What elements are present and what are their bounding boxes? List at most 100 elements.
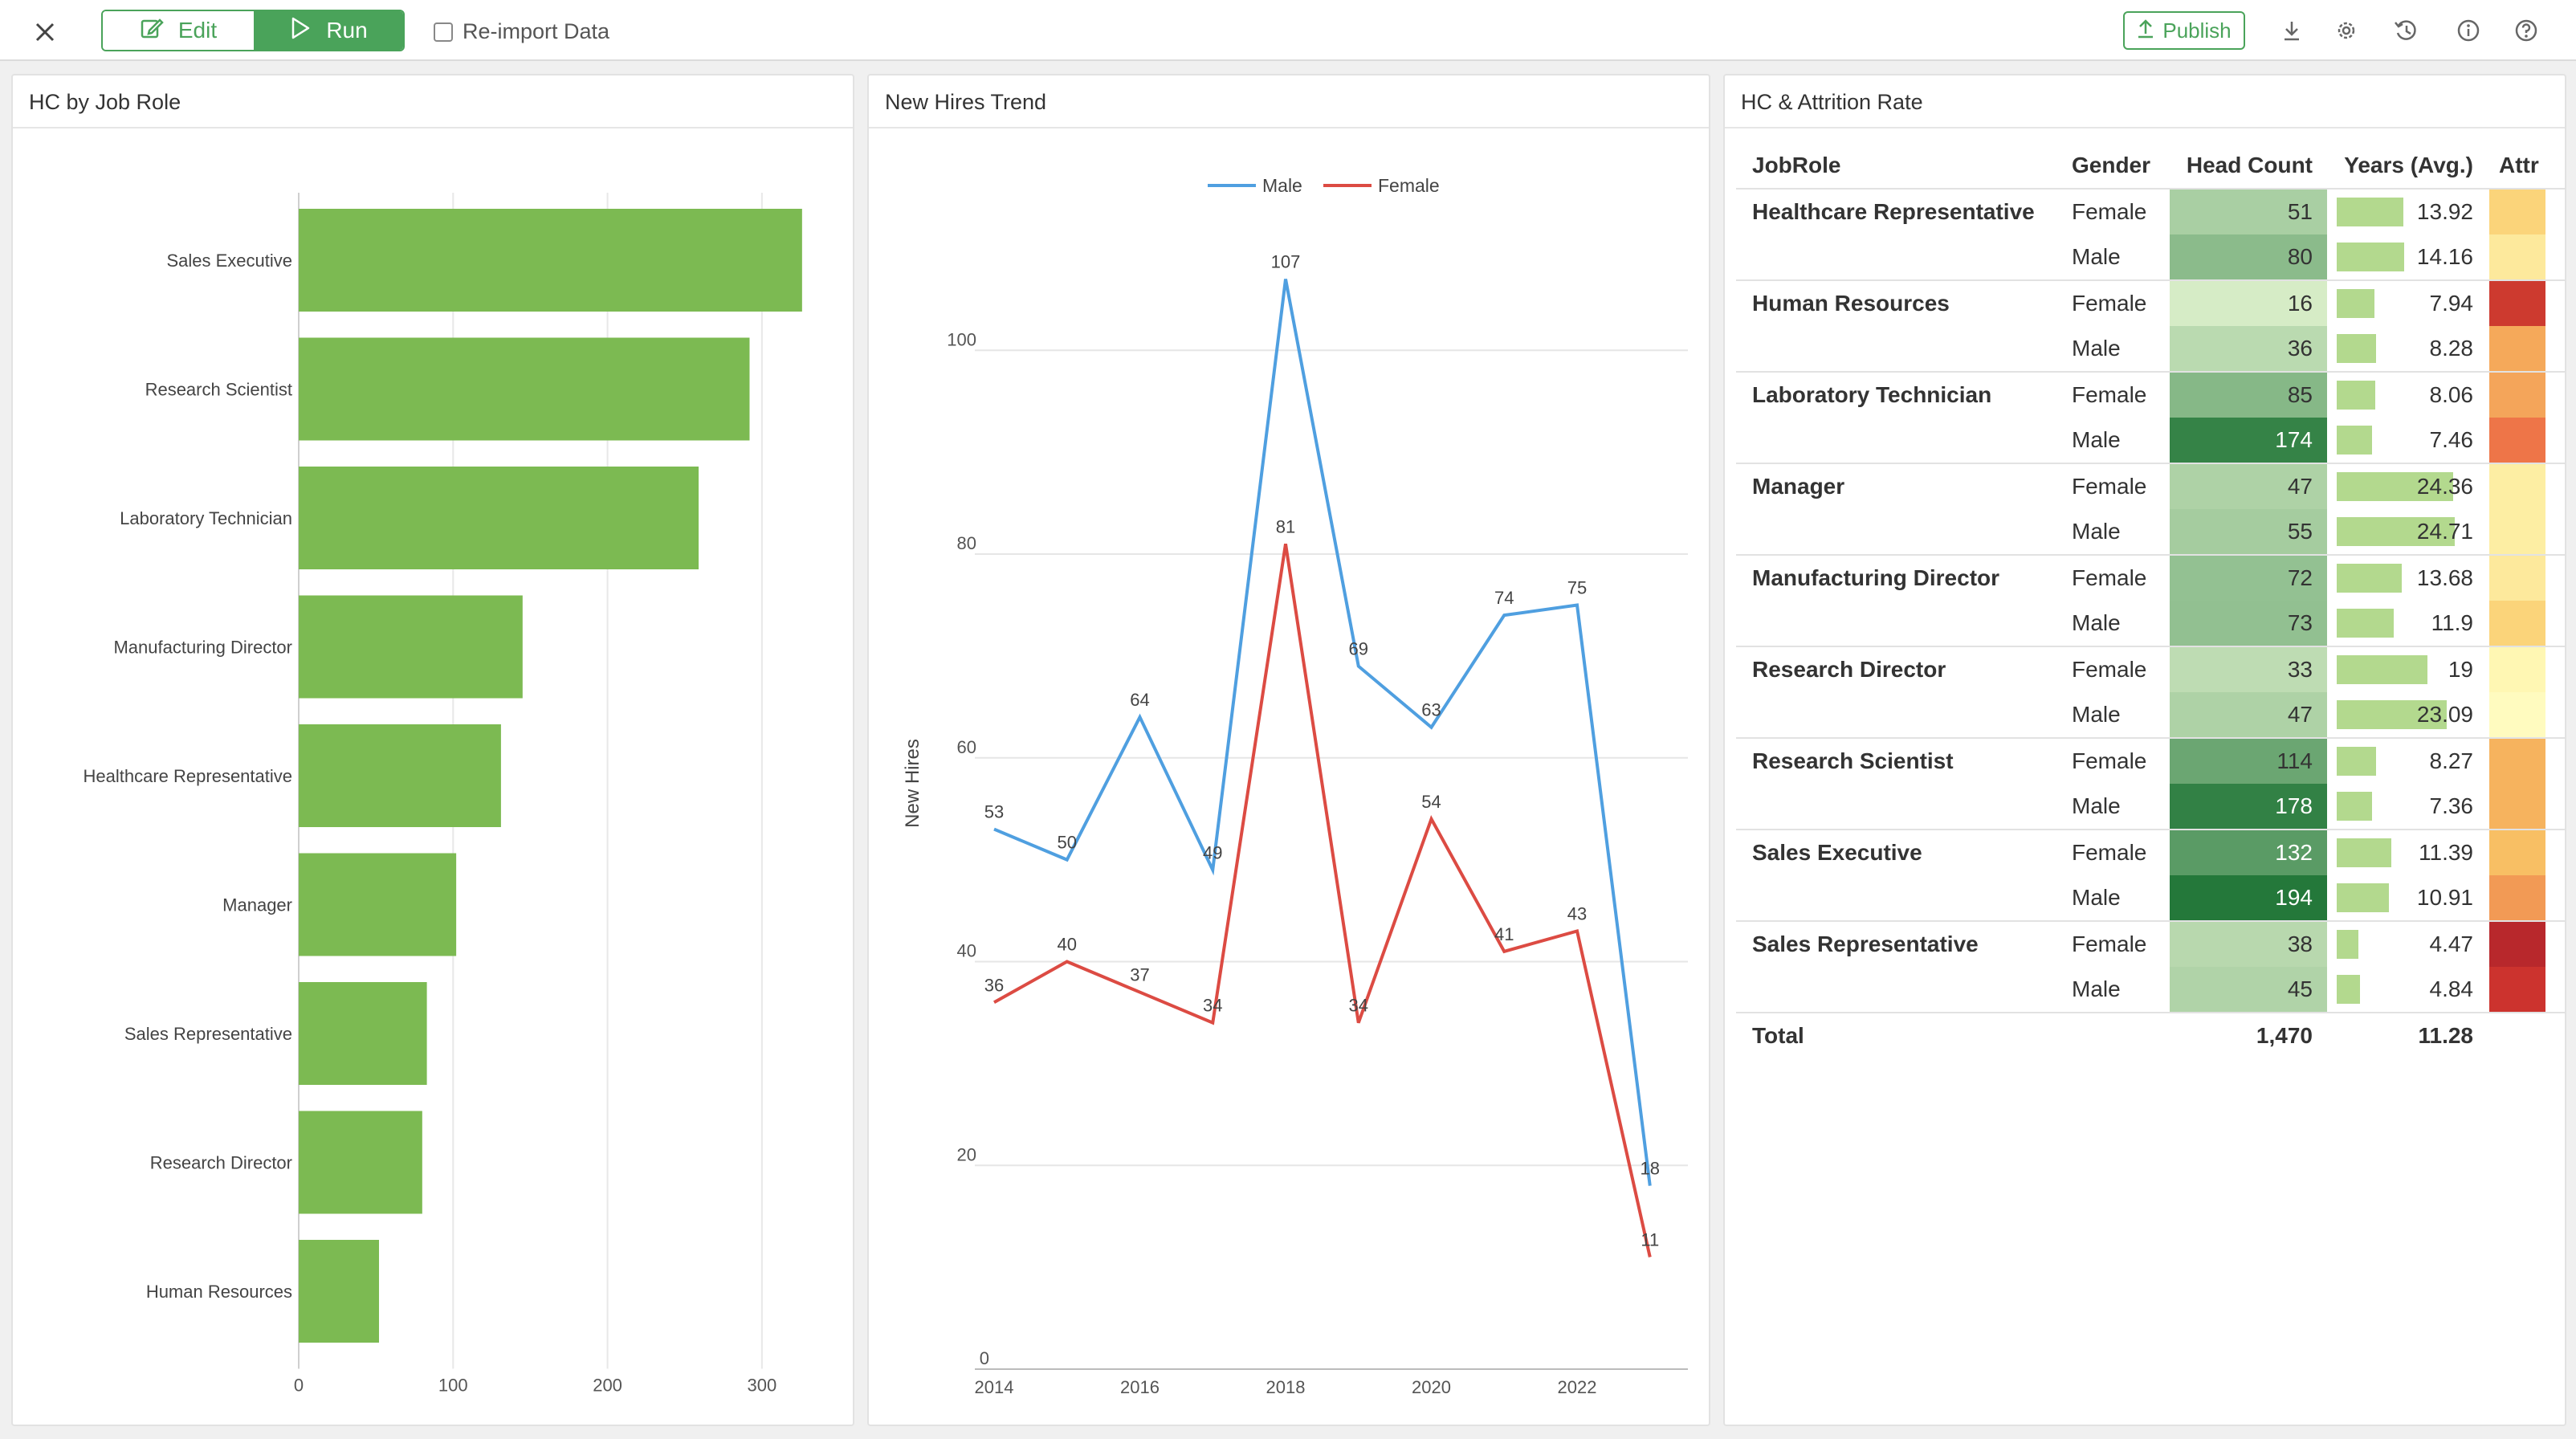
- table-row[interactable]: Manager Female 47 24.36: [1736, 464, 2565, 509]
- years-cell: 11.9: [2329, 601, 2488, 646]
- category-label: Healthcare Representative: [84, 766, 292, 786]
- col-header-jobrole[interactable]: JobRole: [1752, 153, 1841, 177]
- bar: [299, 467, 699, 569]
- x-tick-label: 0: [294, 1376, 304, 1396]
- category-label: Sales Representative: [124, 1024, 292, 1044]
- history-icon[interactable]: [2390, 14, 2422, 47]
- total-head-count: 1,470: [2256, 1023, 2313, 1048]
- data-label: 41: [1494, 924, 1514, 944]
- reimport-checkbox[interactable]: Re-import Data: [434, 19, 609, 44]
- col-header-attr[interactable]: Attr: [2499, 153, 2539, 177]
- attrition-cell: [2489, 190, 2545, 234]
- attrition-cell: [2489, 692, 2545, 737]
- edit-button[interactable]: Edit: [103, 11, 254, 50]
- table-row[interactable]: Male 55 24.71: [1736, 509, 2565, 554]
- gender-cell: Female: [2072, 565, 2147, 590]
- data-label: 54: [1421, 792, 1441, 812]
- row-divider: [1736, 371, 2565, 373]
- attrition-cell: [2489, 556, 2545, 601]
- years-cell: 14.16: [2329, 234, 2488, 279]
- table-row[interactable]: Human Resources Female 16 7.94: [1736, 281, 2565, 326]
- x-tick-label: 2016: [1120, 1377, 1160, 1397]
- download-icon[interactable]: [2276, 14, 2308, 47]
- checkbox-box[interactable]: [434, 22, 453, 42]
- years-cell: 7.46: [2329, 418, 2488, 463]
- years-cell: 23.09: [2329, 692, 2488, 737]
- table-row[interactable]: Healthcare Representative Female 51 13.92: [1736, 190, 2565, 234]
- attrition-cell: [2489, 647, 2545, 692]
- attrition-cell: [2489, 326, 2545, 371]
- table-row[interactable]: Research Director Female 33 19: [1736, 647, 2565, 692]
- category-label: Laboratory Technician: [120, 508, 292, 528]
- head-count-cell: 178: [2170, 784, 2327, 829]
- table-row[interactable]: Male 194 10.91: [1736, 875, 2565, 920]
- attrition-cell: [2489, 373, 2545, 418]
- row-divider: [1736, 737, 2565, 739]
- table-row[interactable]: Male 73 11.9: [1736, 601, 2565, 646]
- series-line: [993, 279, 1652, 1186]
- panel-title: HC by Job Role: [13, 75, 853, 128]
- head-count-cell: 45: [2170, 967, 2327, 1012]
- head-count-cell: 114: [2170, 739, 2327, 784]
- gear-icon[interactable]: [2330, 14, 2362, 47]
- gender-cell: Male: [2072, 976, 2121, 1001]
- category-label: Manufacturing Director: [113, 638, 292, 658]
- gender-cell: Male: [2072, 244, 2121, 269]
- head-count-cell: 85: [2170, 373, 2327, 418]
- jobrole-cell: Manager: [1752, 474, 1845, 499]
- years-bar: [2337, 426, 2372, 455]
- years-value: 19: [2448, 657, 2473, 682]
- attrition-cell: [2489, 922, 2545, 967]
- help-icon[interactable]: [2510, 14, 2542, 47]
- y-tick-label: 80: [957, 533, 976, 553]
- publish-button[interactable]: Publish: [2123, 11, 2245, 50]
- years-bar: [2337, 472, 2453, 501]
- years-bar: [2337, 930, 2358, 959]
- close-icon[interactable]: [29, 16, 61, 48]
- category-label: Human Resources: [146, 1282, 292, 1302]
- row-divider: [1736, 463, 2565, 464]
- table-row[interactable]: Manufacturing Director Female 72 13.68: [1736, 556, 2565, 601]
- table-row[interactable]: Sales Representative Female 38 4.47: [1736, 922, 2565, 967]
- row-divider: [1736, 188, 2565, 190]
- head-count-cell: 174: [2170, 418, 2327, 463]
- table-row[interactable]: Male 45 4.84: [1736, 967, 2565, 1012]
- table-row[interactable]: Male 178 7.36: [1736, 784, 2565, 829]
- play-icon: [289, 16, 312, 46]
- head-count-cell: 73: [2170, 601, 2327, 646]
- col-header-gender[interactable]: Gender: [2072, 153, 2151, 177]
- table-row[interactable]: Laboratory Technician Female 85 8.06: [1736, 373, 2565, 418]
- publish-label: Publish: [2162, 18, 2232, 43]
- gender-cell: Male: [2072, 793, 2121, 818]
- attrition-cell: [2489, 739, 2545, 784]
- gender-cell: Male: [2072, 885, 2121, 910]
- table-row[interactable]: Male 36 8.28: [1736, 326, 2565, 371]
- y-tick-label: 60: [957, 737, 976, 757]
- gender-cell: Male: [2072, 519, 2121, 544]
- attrition-cell: [2489, 464, 2545, 509]
- data-label: 81: [1276, 516, 1295, 536]
- table-row[interactable]: Research Scientist Female 114 8.27: [1736, 739, 2565, 784]
- bar: [299, 1240, 379, 1343]
- years-value: 24.71: [2416, 519, 2473, 544]
- table-row[interactable]: Male 174 7.46: [1736, 418, 2565, 463]
- run-button[interactable]: Run: [254, 11, 403, 50]
- jobrole-cell: Research Director: [1752, 657, 1946, 682]
- col-header-years[interactable]: Years (Avg.): [2344, 153, 2473, 177]
- years-bar: [2337, 564, 2402, 593]
- info-icon[interactable]: [2452, 14, 2484, 47]
- years-cell: 24.71: [2329, 509, 2488, 554]
- table-row[interactable]: Male 80 14.16: [1736, 234, 2565, 279]
- upload-icon: [2137, 18, 2154, 44]
- jobrole-cell: Sales Executive: [1752, 840, 1922, 865]
- table-row[interactable]: Sales Executive Female 132 11.39: [1736, 830, 2565, 875]
- head-count-cell: 194: [2170, 875, 2327, 920]
- row-divider: [1736, 829, 2565, 830]
- table-row[interactable]: Male 47 23.09: [1736, 692, 2565, 737]
- head-count-cell: 47: [2170, 692, 2327, 737]
- bar: [299, 337, 750, 441]
- gender-cell: Female: [2072, 657, 2147, 682]
- years-value: 8.27: [2429, 748, 2474, 773]
- data-label: 40: [1058, 935, 1077, 955]
- col-header-head-count[interactable]: Head Count: [2186, 153, 2313, 177]
